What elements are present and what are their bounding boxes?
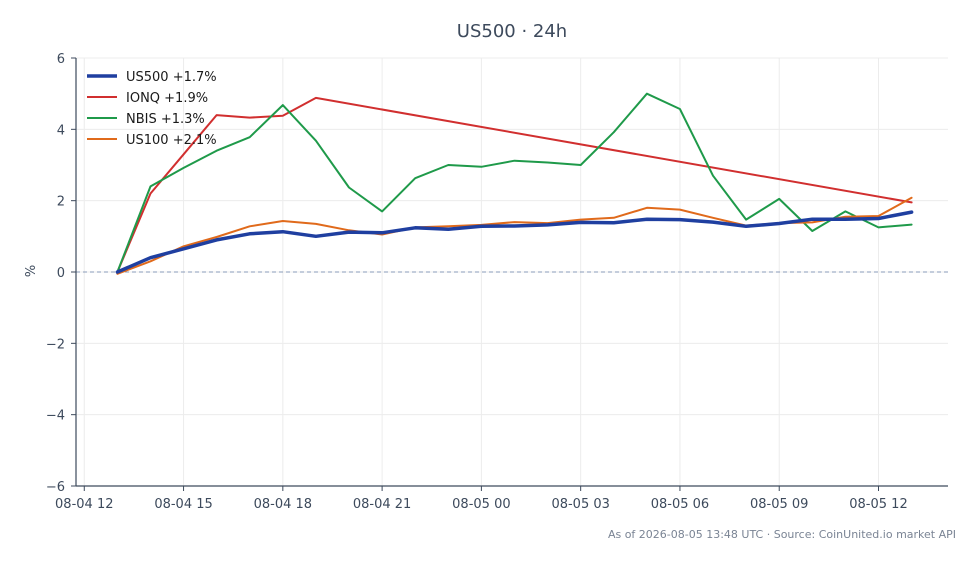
x-tick-label: 08-05 06 [651, 497, 709, 512]
y-tick-label: −4 [46, 409, 65, 424]
x-tick-label: 08-05 03 [551, 497, 609, 512]
series-line-nbis [116, 92, 913, 273]
y-tick-label: 2 [57, 195, 65, 210]
x-tick-label: 08-04 21 [353, 497, 411, 512]
chart-title: US500 · 24h [457, 21, 567, 42]
legend-label: IONQ +1.9% [126, 91, 208, 106]
y-axis-label: % [24, 265, 39, 277]
y-tick-label: −2 [46, 337, 65, 352]
x-tick-label: 08-05 12 [849, 497, 907, 512]
x-tick-label: 08-05 00 [452, 497, 510, 512]
series-line-us500 [115, 210, 914, 274]
tick-labels: −6 −4 −2 0 2 4 6 08-04 12 08-04 15 08-04 18 08-04 … [46, 52, 908, 512]
legend: US500 +1.7% IONQ +1.9% NBIS +1.3% US100 +2.… [87, 70, 217, 148]
x-tick-label: 08-04 18 [254, 497, 312, 512]
y-tick-label: 6 [57, 52, 65, 67]
x-tick-label: 08-04 12 [55, 497, 113, 512]
legend-label: US500 +1.7% [126, 70, 217, 85]
series-line-ionq [116, 96, 913, 273]
axes [71, 57, 948, 491]
x-tick-label: 08-05 09 [750, 497, 808, 512]
legend-label: US100 +2.1% [126, 133, 217, 148]
x-tick-label: 08-04 15 [154, 497, 212, 512]
legend-label: NBIS +1.3% [126, 112, 205, 127]
y-tick-label: 4 [57, 123, 65, 138]
series-layer [115, 92, 914, 275]
footer-source: As of 2026-08-05 13:48 UTC · Source: Coi… [608, 528, 956, 541]
y-tick-label: 0 [57, 266, 65, 281]
y-tick-label: −6 [46, 480, 65, 495]
